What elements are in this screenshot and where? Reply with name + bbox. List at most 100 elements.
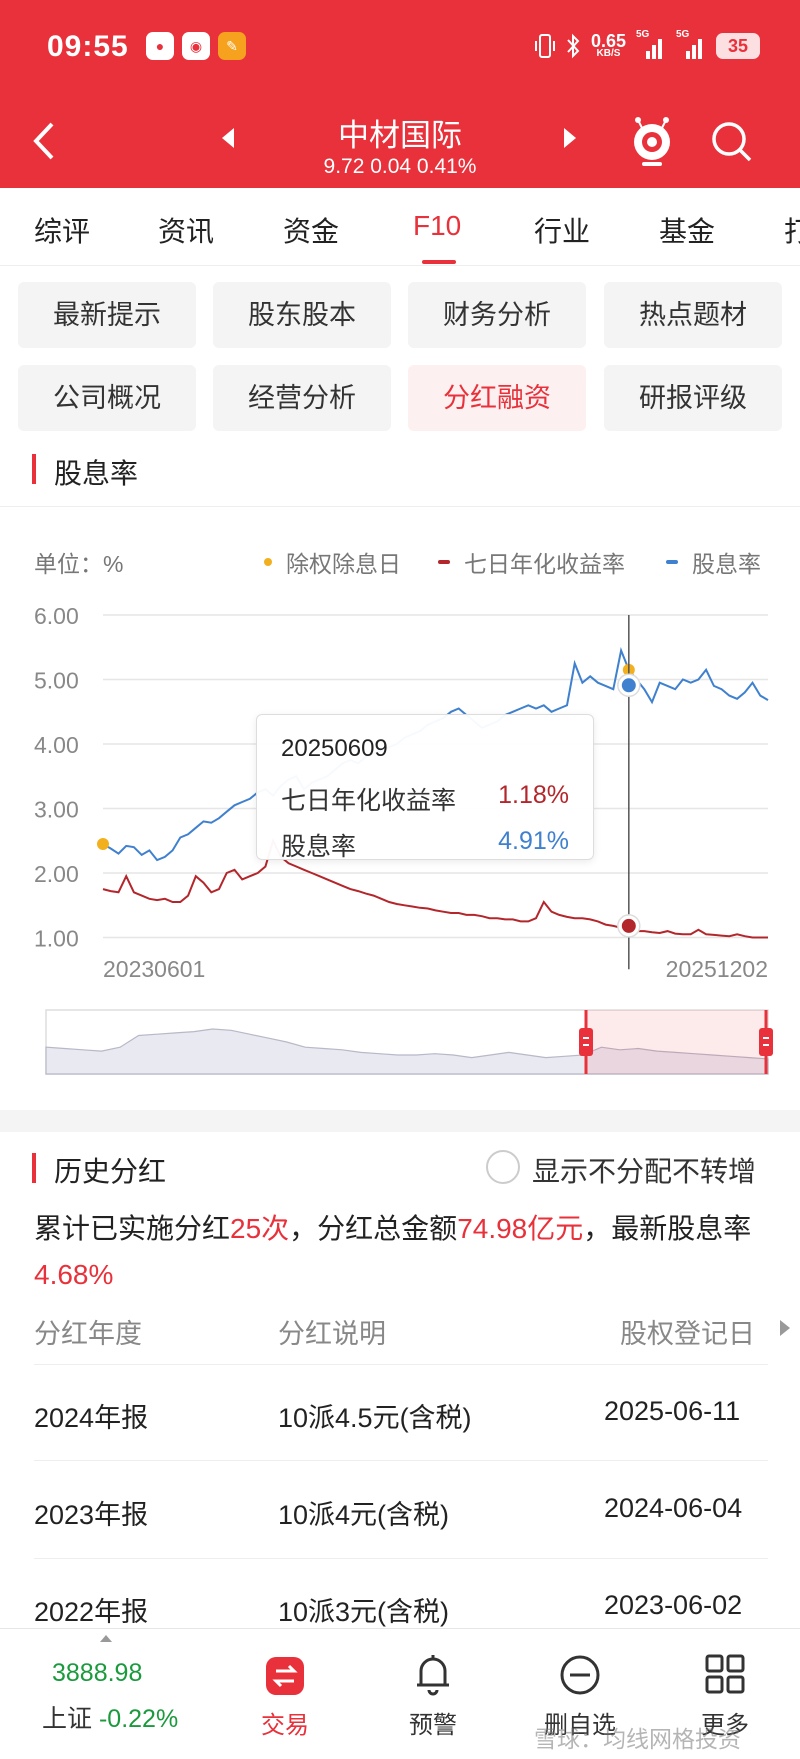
summary-count: 25次 xyxy=(230,1213,290,1244)
signal-label: 5G xyxy=(636,29,650,40)
net-speed: 0.65 KB/S xyxy=(591,32,626,59)
section-title-dividend-history: 历史分红 xyxy=(54,1156,167,1187)
tooltip-row-yield7d: 七日年化收益率 1.18% xyxy=(281,781,569,817)
trade-icon xyxy=(266,1657,304,1695)
x-tick-label: 20251202 xyxy=(666,956,768,982)
row-divider xyxy=(34,1460,768,1461)
y-tick-label: 3.00 xyxy=(34,797,79,823)
show-no-distribution-label[interactable]: 显示不分配不转增 xyxy=(532,1156,757,1187)
minus-circle-icon xyxy=(560,1655,600,1695)
tab-news[interactable]: 资讯 xyxy=(158,216,215,247)
stock-name: 中材国际 xyxy=(338,118,462,153)
watermark-text: 雪球：均线网格投资 xyxy=(534,1726,741,1752)
stock-nav: 中材国际 9.72 0.04 0.41% xyxy=(0,100,800,188)
prev-stock-icon[interactable] xyxy=(222,128,234,148)
summary-text: 累计已实施分红 xyxy=(34,1213,231,1244)
chart-tooltip: 20250609 七日年化收益率 1.18% 股息率 4.91% xyxy=(256,714,594,861)
index-name: 上证 xyxy=(42,1705,93,1733)
tooltip-row2-label: 股息率 xyxy=(281,833,357,861)
bluetooth-icon xyxy=(567,33,580,59)
summary-amount: 74.98亿元 xyxy=(457,1213,584,1244)
table-cell-year: 2023年报 xyxy=(34,1500,149,1530)
subnav-company-overview[interactable]: 公司概况 xyxy=(18,365,196,431)
y-tick-label: 5.00 xyxy=(34,668,79,694)
table-cell-record-date: 2023-06-02 xyxy=(604,1590,743,1620)
range-selection xyxy=(586,1010,766,1074)
subnav-dividends-financing[interactable]: 分红融资 xyxy=(408,365,586,431)
y-tick-label: 6.00 xyxy=(34,603,79,629)
app-notification-icon: ◉ xyxy=(182,32,210,60)
legend-divyield-marker xyxy=(666,560,678,564)
assistant-robot-icon[interactable] xyxy=(628,112,676,168)
tooltip-row1-label: 七日年化收益率 xyxy=(281,787,457,815)
subnav-operations[interactable]: 经营分析 xyxy=(213,365,391,431)
active-tab-indicator xyxy=(422,260,456,264)
app-notification-icon: ● xyxy=(146,32,174,60)
section-gap xyxy=(0,1110,800,1132)
range-grip-left xyxy=(579,1028,593,1056)
show-no-distribution-toggle[interactable] xyxy=(486,1150,520,1184)
app-notification-icon: ✎ xyxy=(218,32,246,60)
dividend-yield-chart[interactable]: 6.00 5.00 4.00 3.00 2.00 1.00 20230601 20251202 xyxy=(0,590,800,1090)
section-title-dividend-yield: 股息率 xyxy=(54,458,139,489)
notification-icons: ● ◉ ✎ xyxy=(146,32,246,60)
subnav-research-ratings[interactable]: 研报评级 xyxy=(604,365,782,431)
more-label: 更多 xyxy=(701,1712,749,1739)
divider xyxy=(0,506,800,507)
table-cell-year: 2022年报 xyxy=(34,1597,149,1627)
signal-icon: 5G xyxy=(636,29,666,59)
trade-label: 交易 xyxy=(261,1712,309,1739)
subnav-financial-analysis[interactable]: 财务分析 xyxy=(408,282,586,348)
table-cell-description: 10派3元(含税) xyxy=(278,1597,450,1627)
table-cell-record-date: 2024-06-04 xyxy=(604,1493,743,1523)
table-header-year: 分红年度 xyxy=(34,1319,142,1349)
subnav-shareholders[interactable]: 股东股本 xyxy=(213,282,391,348)
status-right: 0.65 KB/S 5G 5G 35 xyxy=(534,29,760,60)
chart-unit-label: 单位：% xyxy=(34,551,124,577)
x-tick-label: 20230601 xyxy=(103,956,205,982)
remove-watchlist-label: 删自选 xyxy=(544,1712,616,1739)
subnav-hot-topics[interactable]: 热点题材 xyxy=(604,282,782,348)
expand-up-icon xyxy=(100,1635,112,1642)
alert-label: 预警 xyxy=(409,1712,457,1739)
tab-industry[interactable]: 行业 xyxy=(534,216,591,247)
bottom-toolbar: 3888.98 上证 -0.22% 交易 预警 删自选 更多 xyxy=(0,1628,800,1759)
scroll-right-icon[interactable] xyxy=(780,1320,790,1336)
summary-latest-yield: 4.68% xyxy=(34,1259,114,1290)
tab-more[interactable]: 打 xyxy=(784,216,800,247)
section-marker xyxy=(32,454,36,484)
legend-yield7d-label: 七日年化收益率 xyxy=(464,551,625,577)
table-cell-year: 2024年报 xyxy=(34,1403,149,1433)
legend-exdiv-marker xyxy=(264,558,272,566)
table-cell-description: 10派4.5元(含税) xyxy=(278,1403,472,1433)
dividend-summary: 累计已实施分红25次，分红总金额74.98亿元，最新股息率 4.68% xyxy=(34,1206,774,1298)
selected-divyield-point xyxy=(621,678,636,693)
signal-label: 5G xyxy=(676,29,690,40)
y-tick-label: 4.00 xyxy=(34,732,79,758)
range-grip-right xyxy=(759,1028,773,1056)
bell-icon xyxy=(417,1655,449,1696)
row-divider xyxy=(34,1364,768,1365)
market-index[interactable]: 3888.98 上证 -0.22% xyxy=(0,1629,210,1759)
index-name-change: 上证 -0.22% xyxy=(42,1699,178,1735)
subnav-latest-tips[interactable]: 最新提示 xyxy=(18,282,196,348)
search-icon[interactable] xyxy=(708,118,754,164)
tab-capital[interactable]: 资金 xyxy=(283,216,340,247)
legend-exdiv: 除权除息日 xyxy=(264,545,401,579)
tooltip-row2-value: 4.91% xyxy=(498,827,569,855)
tooltip-row1-value: 1.18% xyxy=(498,781,569,809)
next-stock-icon[interactable] xyxy=(564,128,576,148)
tab-comprehensive[interactable]: 综评 xyxy=(34,216,91,247)
status-time: 09:55 xyxy=(47,30,129,63)
back-icon[interactable] xyxy=(28,118,64,164)
yield7d-series-line xyxy=(102,838,768,939)
tab-f10[interactable]: F10 xyxy=(413,210,462,241)
grid-icon xyxy=(705,1654,745,1694)
table-header-record-date[interactable]: 股权登记日 xyxy=(620,1319,755,1349)
table-cell-description: 10派4元(含税) xyxy=(278,1500,450,1530)
vibrate-icon xyxy=(534,34,555,58)
app-header: 09:55 ● ◉ ✎ 0.65 KB/S 5G 5G 35 中材国际 9.72 … xyxy=(0,0,800,188)
row-divider xyxy=(34,1558,768,1559)
selected-yield7d-point xyxy=(621,918,636,933)
tab-fund[interactable]: 基金 xyxy=(659,216,716,247)
